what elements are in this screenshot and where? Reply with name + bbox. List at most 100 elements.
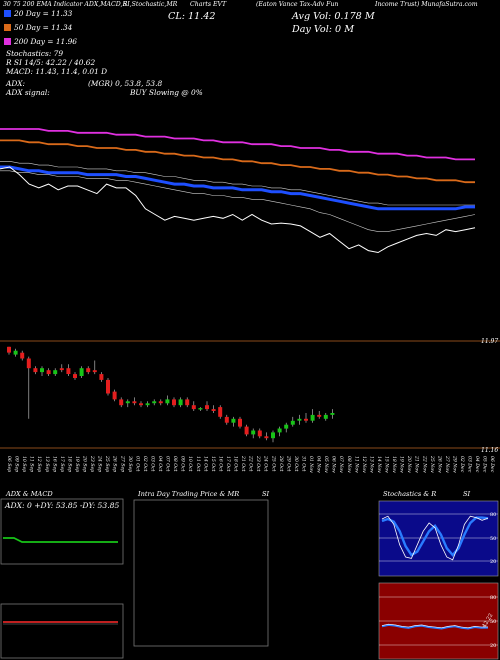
candle-body — [106, 379, 110, 394]
candle-body — [40, 368, 44, 373]
ema20-swatch-icon — [4, 10, 11, 17]
date-label: 23 Oct — [255, 455, 261, 472]
date-label: 06 Nov — [331, 456, 337, 473]
date-label: 21 Oct — [240, 455, 246, 472]
candle-body — [271, 432, 275, 439]
candle-body — [158, 401, 163, 404]
date-label: 17 Sep — [59, 456, 65, 472]
candles — [7, 346, 335, 443]
candle-body — [165, 399, 170, 404]
date-label: 01 Nov — [308, 456, 314, 473]
candle-body — [125, 401, 130, 404]
candle-body — [317, 414, 322, 417]
adx-panel: ADX: 0 +DY: 53.85 -DY: 53.85 — [0, 498, 124, 659]
date-label: 05 Dec — [482, 456, 488, 473]
date-label: 04 Oct — [157, 456, 163, 472]
candle-body — [92, 370, 97, 373]
candle-body — [277, 428, 282, 433]
date-label: 11 Sep — [29, 456, 35, 472]
date-label: 03 Dec — [467, 456, 473, 473]
candle-body — [132, 401, 137, 404]
date-label: 16 Sep — [51, 456, 57, 472]
legend-adx-value: (MGR) 0, 53.8, 53.8 — [88, 79, 163, 88]
candle-body — [264, 436, 269, 439]
price-top-label: 11.97 — [481, 338, 498, 345]
date-label: 10 Sep — [21, 456, 27, 472]
main-chart — [0, 128, 476, 254]
date-label: 15 Nov — [384, 456, 390, 473]
ema-lines — [0, 128, 475, 184]
candle-body — [191, 405, 196, 410]
rsi-line — [381, 623, 489, 630]
date-label: 11 Nov — [353, 456, 359, 473]
date-label: 13 Sep — [44, 456, 50, 472]
date-label: 08 Oct — [172, 456, 178, 472]
date-label: 16 Oct — [217, 456, 223, 472]
date-label: 02 Dec — [459, 456, 465, 473]
candle-body — [224, 416, 229, 423]
date-label: 17 Oct — [225, 456, 231, 472]
stoch-tick-20: 20 — [490, 559, 496, 565]
candle-body — [198, 408, 203, 410]
header-caption-mid-1: SI,Stochastic,MR — [123, 1, 178, 8]
date-label: 04 Nov — [316, 456, 322, 473]
date-label: 24 Sep — [97, 455, 103, 472]
intra-panel-title: Intra Day Trading Price & MR — [138, 490, 240, 498]
date-label: 14 Nov — [376, 456, 382, 473]
legend-ema50-text: 50 Day = 11.34 — [14, 23, 73, 32]
candle-body — [310, 414, 315, 421]
date-label: 03 Oct — [149, 456, 155, 472]
adx-panel-title: ADX & MACD — [6, 490, 53, 498]
date-label: 12 Sep — [36, 456, 42, 472]
stoch-panel-title: Stochastics & R — [383, 490, 437, 498]
date-label: 06 Sep — [6, 456, 12, 472]
date-label: 31 Oct — [300, 456, 306, 472]
date-label: 29 Nov — [451, 455, 457, 473]
header-caption-right-2: Income Trust) MunafaSutra.com — [375, 1, 478, 8]
candle-body — [20, 352, 25, 359]
rsi-signal-line — [381, 623, 489, 629]
date-label: 27 Nov — [444, 455, 450, 473]
candle-body — [86, 368, 91, 373]
date-label: 23 Sep — [89, 455, 95, 472]
legend-adx-label: ADX: — [6, 79, 26, 88]
stoch-k-line — [381, 515, 489, 561]
close-line — [0, 166, 476, 254]
candle-body — [13, 350, 18, 355]
date-label: 06 Dec — [489, 456, 495, 473]
avg-volume: Avg Vol: 0.178 M — [292, 11, 375, 22]
date-label: 21 Nov — [414, 455, 420, 473]
date-label: 07 Nov — [338, 456, 344, 473]
candle-body — [46, 370, 51, 375]
candle-body — [139, 403, 143, 406]
date-label: 09 Oct — [180, 456, 186, 472]
date-label: 19 Sep — [74, 456, 80, 472]
candle-body — [323, 414, 328, 419]
candle-body — [185, 399, 190, 406]
price-chart: 11.97 11.16 06 Sep 09 Sep 10 Sep 11 Sep 12 S… — [0, 338, 500, 473]
candle-body — [244, 426, 249, 435]
price-bottom-label: 11.16 — [481, 447, 498, 454]
candle-body — [211, 409, 216, 411]
date-label: 15 Oct — [210, 456, 216, 472]
date-label: 08 Nov — [346, 456, 352, 473]
date-label: 05 Nov — [323, 456, 329, 473]
candle-body — [304, 418, 308, 421]
date-label: 07 Oct — [165, 456, 171, 472]
day-volume: Day Vol: 0 M — [292, 24, 355, 35]
date-label: 28 Oct — [278, 455, 284, 472]
rsi-tick-20: 20 — [490, 643, 496, 649]
header-caption-mid-2: Charts EVT — [190, 1, 227, 8]
date-label: 22 Nov — [421, 455, 427, 473]
ema20-line — [0, 165, 475, 211]
date-label: 04 Dec — [474, 456, 480, 473]
legend-ema20-text: 20 Day = 11.33 — [14, 9, 73, 18]
candle-body — [73, 374, 77, 378]
adx-box — [0, 498, 124, 565]
legend-ema200: 200 Day = 11.96 — [4, 37, 77, 46]
header-caption-left: 30 75 200 EMA Indicator ADX,MACD,R — [3, 1, 128, 8]
candle-body — [290, 420, 295, 425]
close-price: CL: 11.42 — [168, 11, 216, 22]
candle-body — [79, 368, 84, 376]
candle-body — [218, 407, 223, 417]
